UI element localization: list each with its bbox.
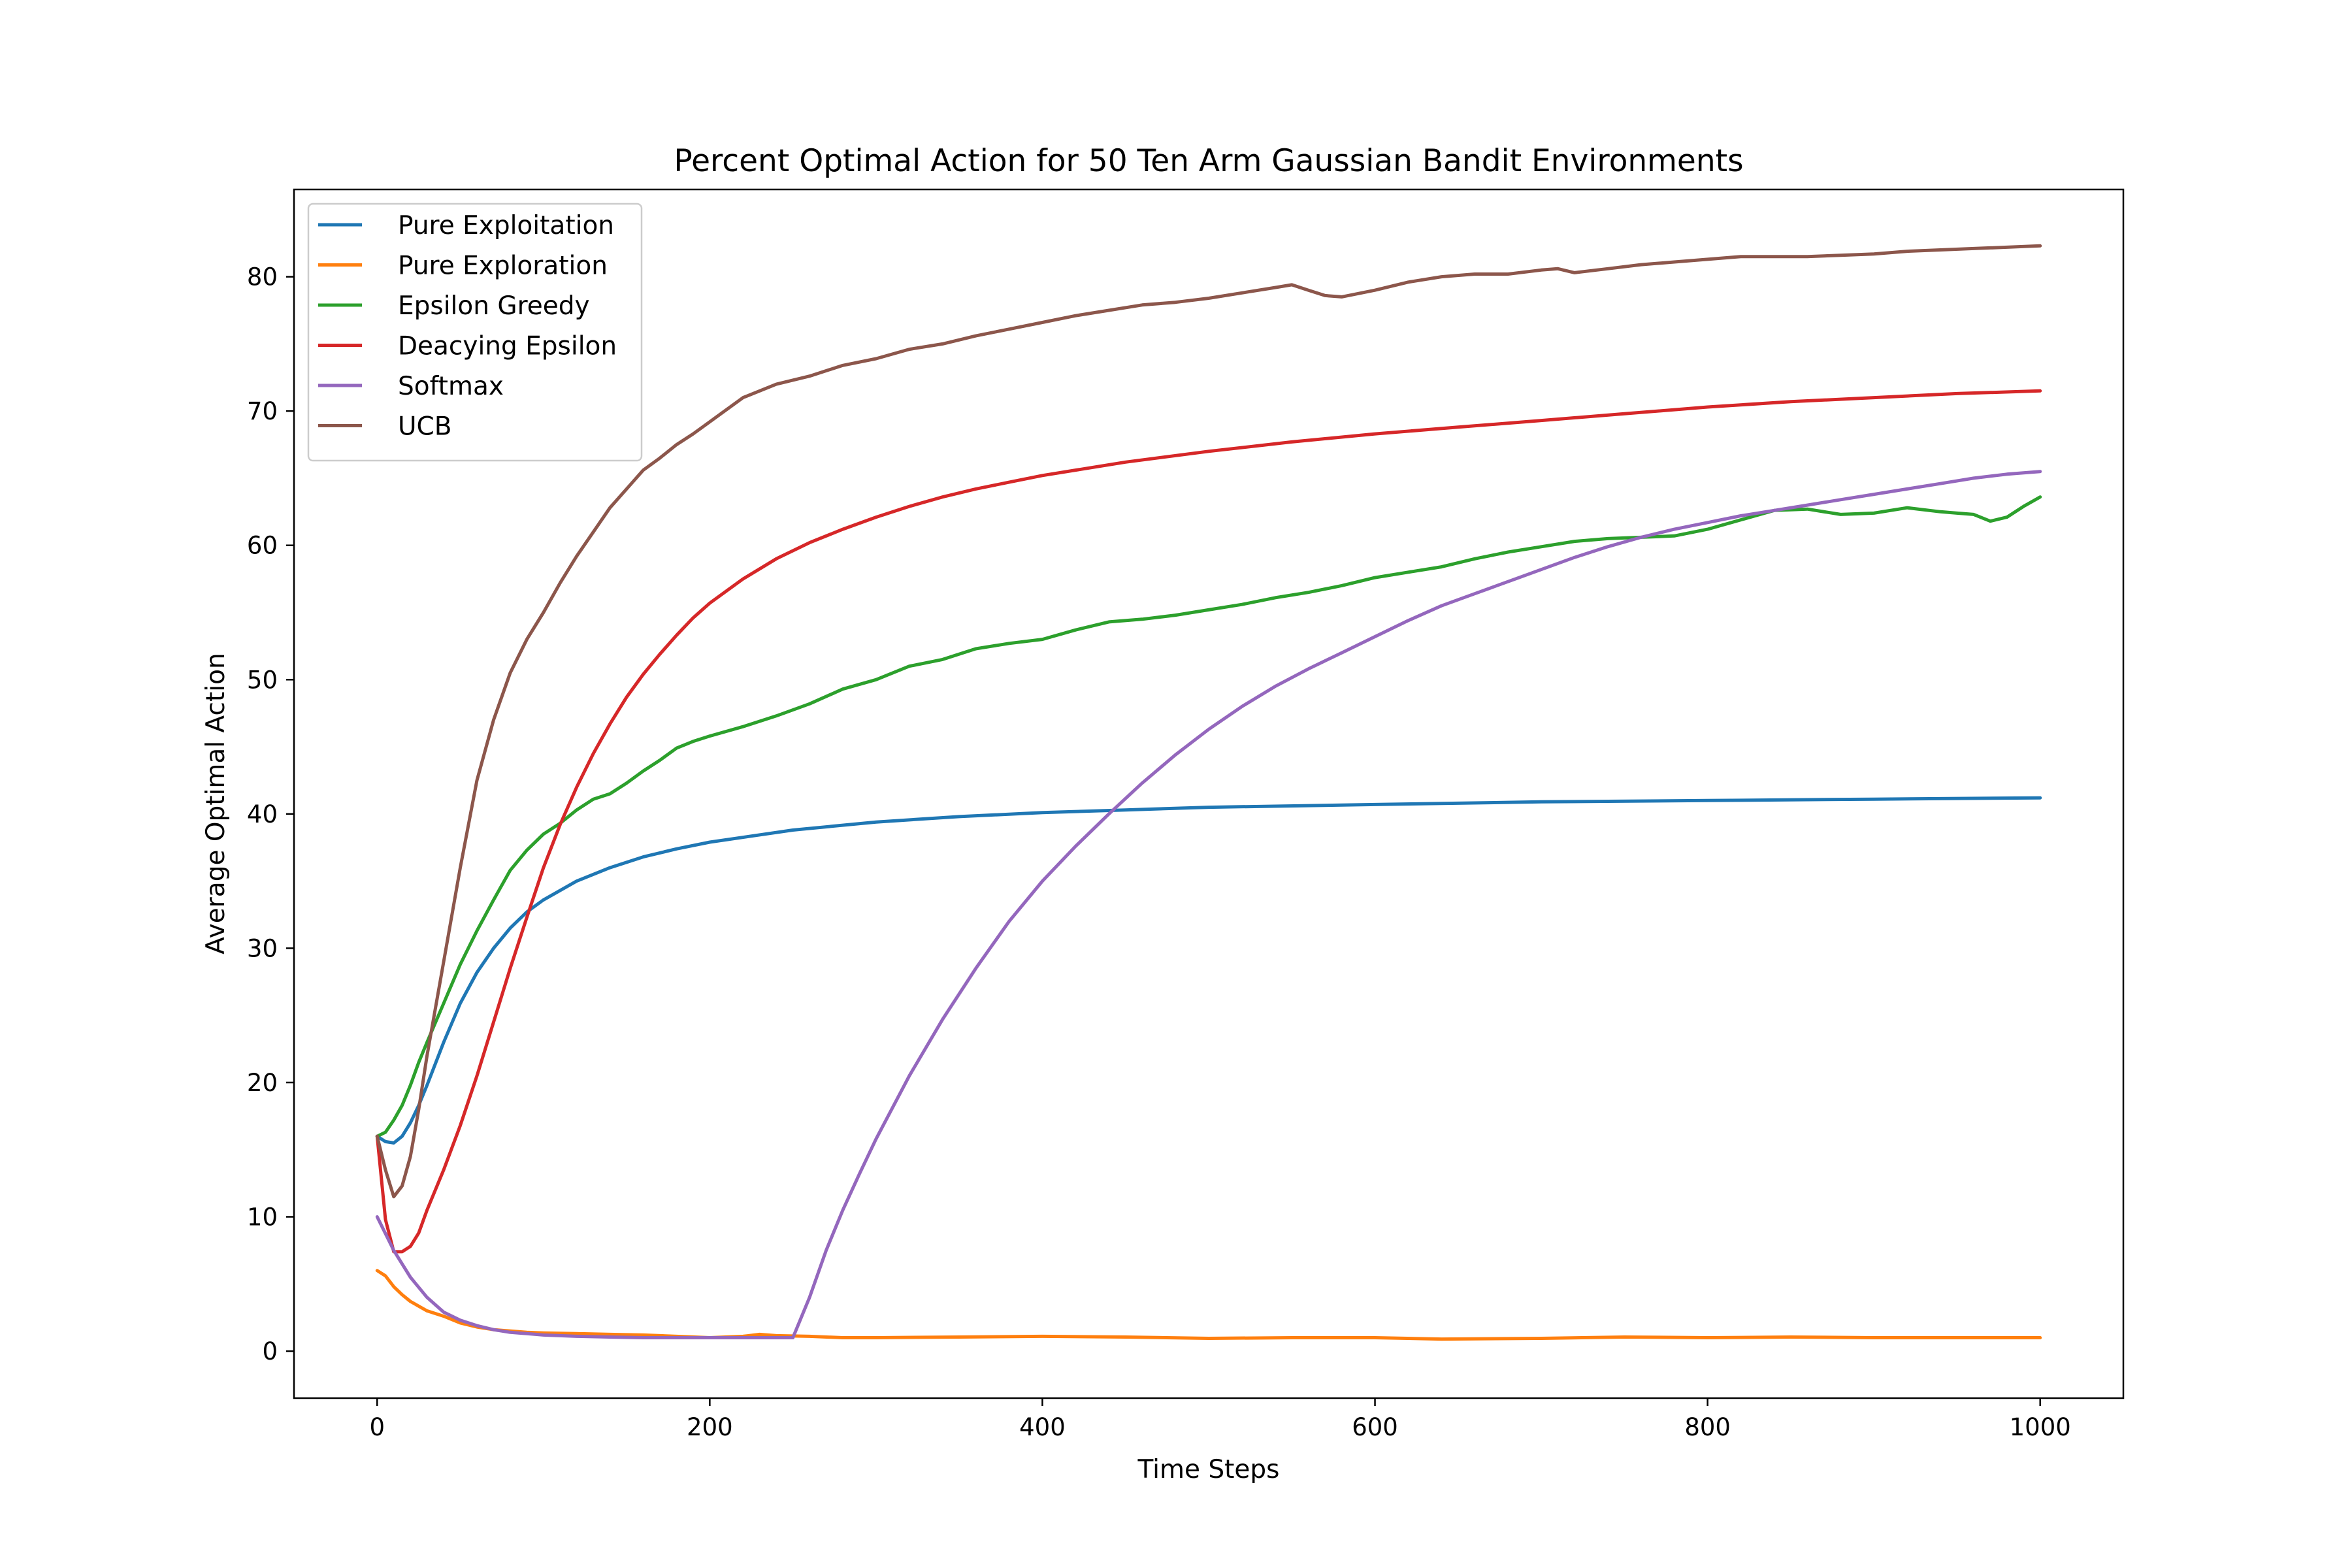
x-tick-label: 1000 bbox=[2010, 1413, 2071, 1441]
legend-label-deacying-epsilon: Deacying Epsilon bbox=[398, 332, 617, 361]
legend-box bbox=[307, 203, 643, 462]
legend-label-softmax: Softmax bbox=[398, 372, 504, 401]
y-axis-label: Average Optimal Action bbox=[201, 653, 231, 954]
y-tick-label: 10 bbox=[247, 1203, 278, 1232]
y-tick-label: 20 bbox=[247, 1069, 278, 1097]
series-line-deacying-epsilon bbox=[375, 389, 2042, 1254]
x-tick-label: 400 bbox=[1019, 1413, 1066, 1441]
plot-area bbox=[375, 244, 2042, 1341]
series-line-softmax bbox=[375, 470, 2042, 1339]
series-line-ucb bbox=[375, 244, 2042, 1199]
y-tick-label: 70 bbox=[247, 397, 278, 425]
series-line-pure-exploration bbox=[375, 1269, 2042, 1341]
legend-label-epsilon-greedy: Epsilon Greedy bbox=[398, 291, 590, 321]
x-tick-label: 800 bbox=[1684, 1413, 1731, 1441]
legend-label-pure-exploitation: Pure Exploitation bbox=[398, 211, 614, 240]
y-tick-label: 50 bbox=[247, 666, 278, 694]
y-tick-label: 0 bbox=[262, 1337, 278, 1365]
x-axis-label: Time Steps bbox=[1137, 1455, 1280, 1484]
x-tick-label: 0 bbox=[369, 1413, 385, 1441]
y-axis: 0 10 20 30 40 50 60 70 80 bbox=[247, 263, 294, 1365]
y-tick-label: 60 bbox=[247, 532, 278, 560]
x-tick-label: 600 bbox=[1352, 1413, 1398, 1441]
legend: Pure Exploitation Pure Exploration Epsilon… bbox=[307, 203, 643, 462]
y-tick-label: 80 bbox=[247, 263, 278, 291]
y-tick-label: 30 bbox=[247, 934, 278, 962]
axes-frame bbox=[293, 188, 2125, 1399]
legend-label-pure-exploration: Pure Exploration bbox=[398, 252, 608, 281]
x-tick-label: 200 bbox=[687, 1413, 733, 1441]
y-tick-label: 40 bbox=[247, 800, 278, 828]
chart-title: Percent Optimal Action for 50 Ten Arm Ga… bbox=[674, 143, 1743, 179]
x-axis: 0 200 400 600 800 1000 bbox=[369, 1398, 2071, 1441]
legend-label-ucb: UCB bbox=[398, 412, 452, 442]
